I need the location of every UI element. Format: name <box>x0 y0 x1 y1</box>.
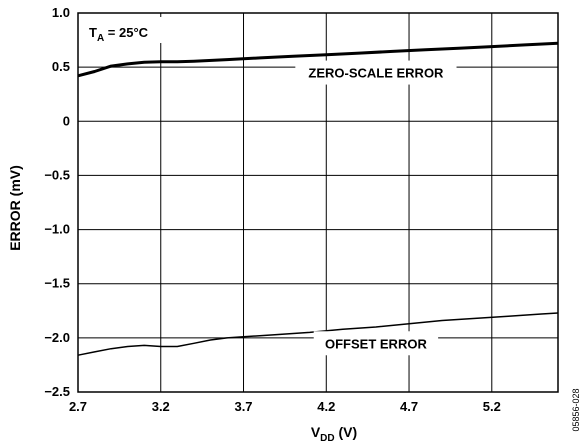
condition-label-sub: A <box>97 33 104 44</box>
series-labels: ZERO-SCALE ERROR OFFSET ERROR <box>295 60 457 356</box>
x-axis-title: VDD (V) <box>311 424 357 444</box>
series-line-1 <box>77 312 559 356</box>
x-axis-title-unit: (V) <box>335 424 358 440</box>
x-tick-label: 5.2 <box>483 399 501 414</box>
x-tick-label: 4.7 <box>400 399 418 414</box>
condition-label-rest: = 25°C <box>104 25 148 40</box>
y-tick-label: −1.5 <box>44 276 70 291</box>
y-grid-lines <box>78 66 558 339</box>
x-tick-label: 3.7 <box>234 399 252 414</box>
series-label-0: ZERO-SCALE ERROR <box>308 66 444 81</box>
series-line-0 <box>77 41 559 78</box>
y-tick-label: 0 <box>63 113 70 128</box>
y-axis-title: ERROR (mV) <box>7 165 23 251</box>
y-tick-label: 1.0 <box>52 5 70 20</box>
series-label-bg <box>295 60 457 85</box>
figure-code: 05856-028 <box>571 388 581 431</box>
x-axis-title-main: V <box>311 424 321 440</box>
series-lines <box>77 41 559 356</box>
plot-frame <box>77 12 559 393</box>
y-tick-label: −2.0 <box>44 330 70 345</box>
x-tick-label: 4.2 <box>317 399 335 414</box>
x-tick-label: 2.7 <box>69 399 87 414</box>
condition-label-main: T <box>89 25 97 40</box>
y-tick-label: −1.0 <box>44 222 70 237</box>
y-tick-label: −0.5 <box>44 167 70 182</box>
condition-label: TA = 25°C <box>89 25 149 44</box>
series-label-1: OFFSET ERROR <box>325 336 427 351</box>
x-axis-title-sub: DD <box>320 433 334 444</box>
x-tick-label: 3.2 <box>152 399 170 414</box>
condition-label-bg <box>84 17 166 43</box>
y-tick-labels: 1.0 0.5 0 −0.5 −1.0 −1.5 −2.0 −2.5 <box>44 5 70 399</box>
y-tick-label: 0.5 <box>52 59 70 74</box>
condition-label-box: TA = 25°C <box>84 17 166 44</box>
y-tick-label: −2.5 <box>44 384 70 399</box>
x-tick-labels: 2.7 3.2 3.7 4.2 4.7 5.2 <box>69 399 501 414</box>
series-label-bg <box>313 331 439 356</box>
